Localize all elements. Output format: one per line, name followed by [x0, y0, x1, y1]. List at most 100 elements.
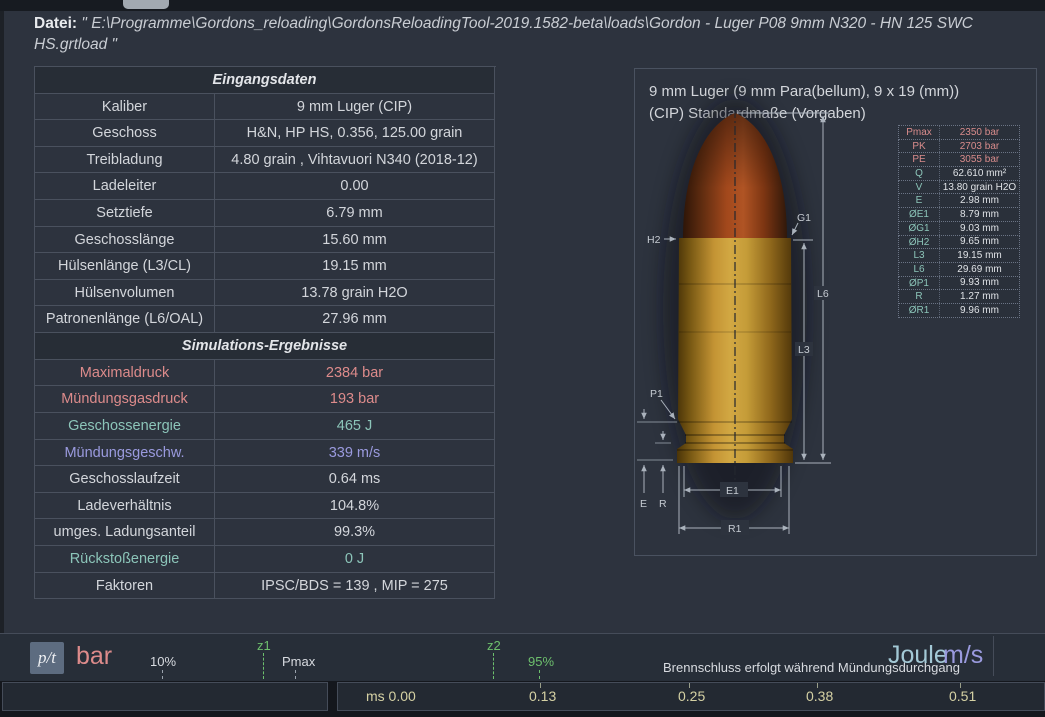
table-row-value: 4.80 grain , Vihtavuori N340 (2018-12) — [215, 147, 495, 174]
table-row-value: 465 J — [215, 413, 495, 440]
spec-label: ØR1 — [899, 304, 940, 317]
spec-value: 9.93 mm — [940, 276, 1019, 289]
spec-value: 2350 bar — [940, 126, 1019, 139]
spec-label: Q — [899, 167, 940, 180]
marker-z2-label[interactable]: z2 — [487, 638, 501, 653]
spec-row: L319.15 mm — [898, 248, 1020, 263]
dim-label-h2: H2 — [647, 234, 661, 246]
time-axis-label-3: 0.38 — [806, 688, 833, 704]
time-axis-label-0: ms 0.00 — [366, 688, 416, 704]
groove-line — [685, 442, 785, 444]
table-row-value: 15.60 mm — [215, 227, 495, 254]
table-row-label: Geschoss — [35, 120, 215, 147]
table-row-value: 0.64 ms — [215, 466, 495, 493]
time-axis-tick — [817, 683, 818, 688]
spec-label: ØP1 — [899, 277, 940, 290]
spec-value: 3055 bar — [940, 153, 1019, 166]
spec-value: 19.15 mm — [940, 249, 1019, 262]
spec-label: Pmax — [899, 126, 940, 139]
marker-pmax-label: Pmax — [282, 654, 315, 669]
spec-row: ØG19.03 mm — [898, 221, 1020, 236]
spec-row: Pmax2350 bar — [898, 125, 1020, 140]
tab-remnant[interactable] — [123, 0, 169, 9]
time-axis-tick — [540, 683, 541, 688]
spec-row: ØR19.96 mm — [898, 303, 1020, 318]
marker-z1-label[interactable]: z1 — [257, 638, 271, 653]
table-row-value: 27.96 mm — [215, 306, 495, 333]
table-row-label: Geschosslaufzeit — [35, 466, 215, 493]
time-axis-label-2: 0.25 — [678, 688, 705, 704]
dim-label-g1: G1 — [797, 212, 811, 224]
table-row-label: Setztiefe — [35, 200, 215, 227]
file-path-header: Datei: " E:\Programme\Gordons_reloading\… — [34, 13, 1029, 55]
spec-row: ØP19.93 mm — [898, 276, 1020, 291]
toolbar-divider — [993, 636, 994, 676]
spec-row: L629.69 mm — [898, 262, 1020, 277]
table-row-value: 9 mm Luger (CIP) — [215, 94, 495, 121]
table-row-value: 99.3% — [215, 519, 495, 546]
spec-label: L6 — [899, 263, 940, 276]
time-axis-panel[interactable]: ms 0.00 0.13 0.25 0.38 0.51 — [337, 682, 1045, 711]
table-row-value: 6.79 mm — [215, 200, 495, 227]
spec-row: R1.27 mm — [898, 289, 1020, 304]
spec-label: ØH2 — [899, 236, 940, 249]
spec-value: 9.96 mm — [940, 304, 1019, 317]
spec-label: ØG1 — [899, 222, 940, 235]
chart-bottom-area: ms 0.00 0.13 0.25 0.38 0.51 — [0, 681, 1045, 717]
spec-value: 29.69 mm — [940, 263, 1019, 276]
spec-row: Q62.610 mm² — [898, 166, 1020, 181]
table-row-label: Maximaldruck — [35, 360, 215, 387]
table-row-label: Mündungsgeschw. — [35, 440, 215, 467]
dim-label-e: E — [640, 498, 647, 510]
pressure-time-button[interactable]: p/t — [30, 642, 64, 674]
dim-label-l3: L3 — [798, 344, 810, 356]
table-row-label: Geschosslänge — [35, 227, 215, 254]
spec-label: E — [899, 194, 940, 207]
spec-value: 8.79 mm — [940, 208, 1019, 221]
cartridge-diagram-panel: 9 mm Luger (9 mm Para(bellum), 9 x 19 (m… — [634, 68, 1037, 556]
marker-10pct-tick — [162, 670, 163, 679]
spec-row: PK2703 bar — [898, 139, 1020, 154]
table-row-label: Geschossenergie — [35, 413, 215, 440]
table-row-label: umges. Ladungsanteil — [35, 519, 215, 546]
dim-label-e1: E1 — [726, 485, 739, 497]
chart-toolbar: p/t bar 10% z1 Pmax z2 95% Brennschluss … — [0, 633, 1045, 681]
chart-panel-left[interactable] — [2, 682, 328, 711]
spec-label: R — [899, 290, 940, 303]
spec-label: L3 — [899, 249, 940, 262]
table-row-value: 193 bar — [215, 386, 495, 413]
spec-value: 9.65 mm — [940, 235, 1019, 248]
spec-value: 1.27 mm — [940, 290, 1019, 303]
marker-z2-line — [493, 653, 494, 679]
table-row-value: 13.78 grain H2O — [215, 280, 495, 307]
table-row-value: 0 J — [215, 546, 495, 573]
spec-value: 9.03 mm — [940, 222, 1019, 235]
table-row-label: Hülsenvolumen — [35, 280, 215, 307]
spec-value: 62.610 mm² — [940, 167, 1019, 180]
table-row-label: Patronenlänge (L6/OAL) — [35, 306, 215, 333]
spec-row: ØH29.65 mm — [898, 235, 1020, 250]
table-row-value: 2384 bar — [215, 360, 495, 387]
results-section-header: Simulations-Ergebnisse — [35, 333, 495, 360]
table-row-label: Faktoren — [35, 573, 215, 600]
time-axis-label-1: 0.13 — [529, 688, 556, 704]
table-row-label: Ladeleiter — [35, 173, 215, 200]
spec-value: 2703 bar — [940, 140, 1019, 153]
table-row-value: H&N, HP HS, 0.356, 125.00 grain — [215, 120, 495, 147]
time-axis-tick — [689, 683, 690, 688]
energy-axis-label: Joule — [888, 641, 948, 670]
table-row-value: IPSC/BDS = 139 , MIP = 275 — [215, 573, 495, 600]
table-row-label: Hülsenlänge (L3/CL) — [35, 253, 215, 280]
time-axis-label-4: 0.51 — [949, 688, 976, 704]
pressure-unit-label[interactable]: bar — [76, 642, 112, 671]
velocity-axis-label: m/s — [943, 641, 983, 670]
marker-pmax-tick — [295, 670, 296, 679]
dim-label-r1: R1 — [728, 523, 742, 535]
spec-label: ØE1 — [899, 208, 940, 221]
spec-label: PK — [899, 140, 940, 153]
dim-label-r: R — [659, 498, 667, 510]
marker-10pct-label: 10% — [150, 654, 176, 669]
spec-label: PE — [899, 153, 940, 166]
spec-row: E2.98 mm — [898, 193, 1020, 208]
table-row-label: Mündungsgasdruck — [35, 386, 215, 413]
